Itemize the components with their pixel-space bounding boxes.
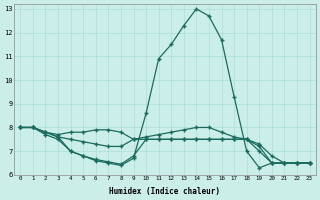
X-axis label: Humidex (Indice chaleur): Humidex (Indice chaleur): [109, 187, 220, 196]
